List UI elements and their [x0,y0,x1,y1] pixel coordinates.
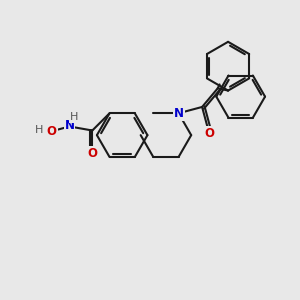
Text: O: O [47,125,57,138]
Text: N: N [174,107,184,120]
Text: O: O [87,147,97,160]
Text: H: H [70,112,78,122]
Text: O: O [204,127,214,140]
Text: N: N [64,119,74,132]
Text: H: H [34,125,43,135]
